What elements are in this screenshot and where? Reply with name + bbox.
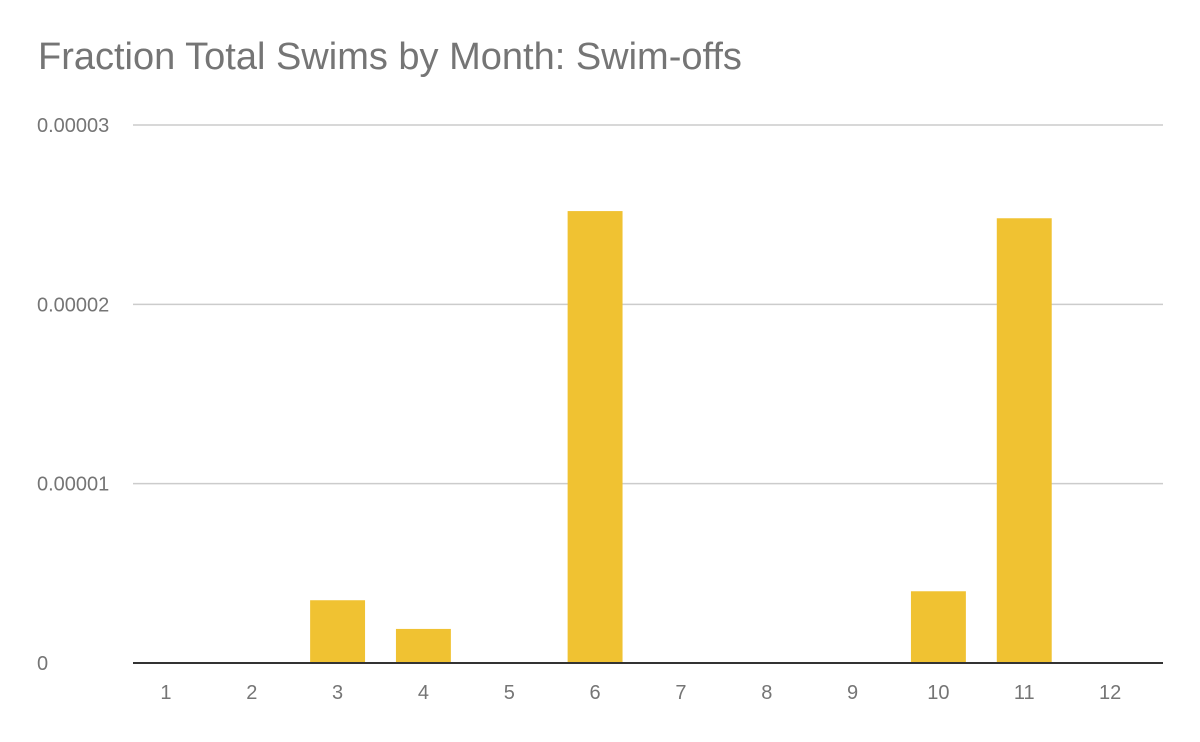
- x-tick-label: 5: [504, 682, 515, 704]
- x-tick-label: 3: [332, 682, 343, 704]
- x-tick-label: 4: [418, 682, 429, 704]
- bar-month-4: [395, 628, 451, 663]
- y-axis-tick-labels: 0 0.00001 0.00002 0.00003: [37, 115, 109, 675]
- x-tick-label: 2: [246, 682, 257, 704]
- x-tick-label: 8: [761, 682, 772, 704]
- x-tick-label: 10: [927, 682, 949, 704]
- y-tick-label: 0.00002: [37, 294, 109, 316]
- bars: [310, 211, 1052, 663]
- bar-month-6: [567, 211, 623, 663]
- gridlines: [133, 124, 1163, 485]
- y-tick-label: 0.00003: [37, 115, 109, 137]
- bar-month-3: [310, 600, 366, 663]
- y-tick-label: 0.00001: [37, 474, 109, 496]
- x-tick-label: 7: [675, 682, 686, 704]
- x-tick-label: 11: [1014, 682, 1035, 704]
- x-tick-label: 1: [160, 682, 171, 704]
- x-axis-tick-labels: 1 2 3 4 5 6 7 8 9 10 11 12: [160, 682, 1121, 704]
- x-tick-label: 9: [847, 682, 858, 704]
- x-tick-label: 6: [590, 682, 601, 704]
- chart-title: Fraction Total Swims by Month: Swim-offs: [38, 36, 742, 78]
- bar-month-11: [996, 218, 1052, 663]
- y-tick-label: 0: [37, 653, 48, 675]
- bar-month-10: [910, 591, 966, 663]
- x-tick-label: 12: [1099, 682, 1121, 704]
